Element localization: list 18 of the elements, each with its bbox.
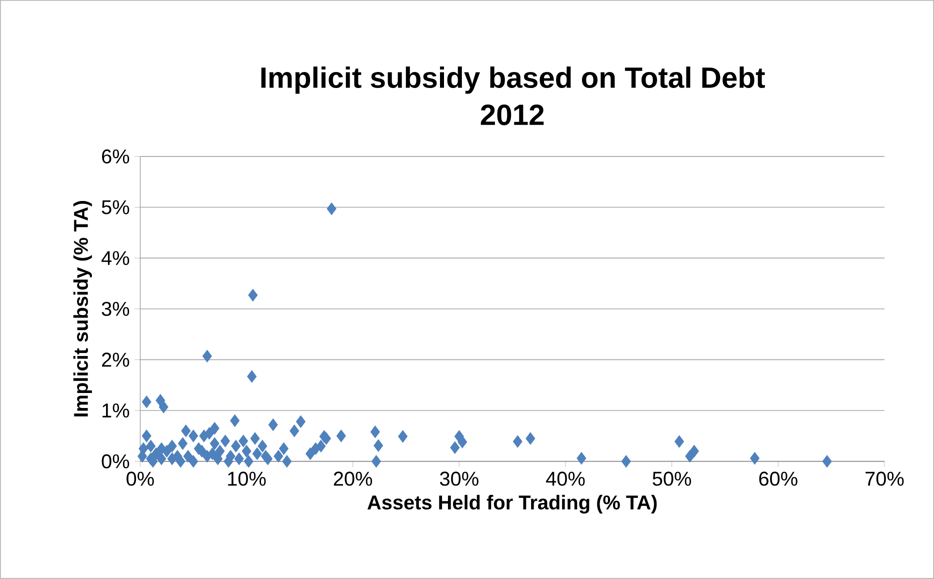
x-tick-label: 30% [440, 472, 478, 486]
x-tick-label: 10% [228, 472, 266, 486]
x-tick-label: 50% [652, 472, 692, 486]
y-tick-label: 5% [102, 200, 130, 214]
y-tick-label: 6% [102, 149, 130, 164]
chart-title: Implicit subsidy based on Total Debt 2012 [261, 66, 765, 126]
x-tick-label: 20% [334, 472, 372, 486]
y-tick-label: 1% [102, 404, 130, 418]
x-tick-label: 70% [866, 472, 904, 486]
x-tick-label: 60% [759, 472, 798, 486]
y-tick-label: 4% [102, 251, 130, 266]
y-axis-title: Implicit subsidy (% TA) [73, 201, 92, 416]
x-axis-title: Assets Held for Trading (% TA) [367, 494, 657, 514]
y-tick-label: 0% [102, 454, 130, 468]
x-tick-label: 0% [126, 472, 154, 486]
y-tick-label: 3% [102, 302, 130, 316]
x-tick-label: 40% [546, 472, 585, 486]
y-tick-label: 2% [102, 352, 130, 367]
